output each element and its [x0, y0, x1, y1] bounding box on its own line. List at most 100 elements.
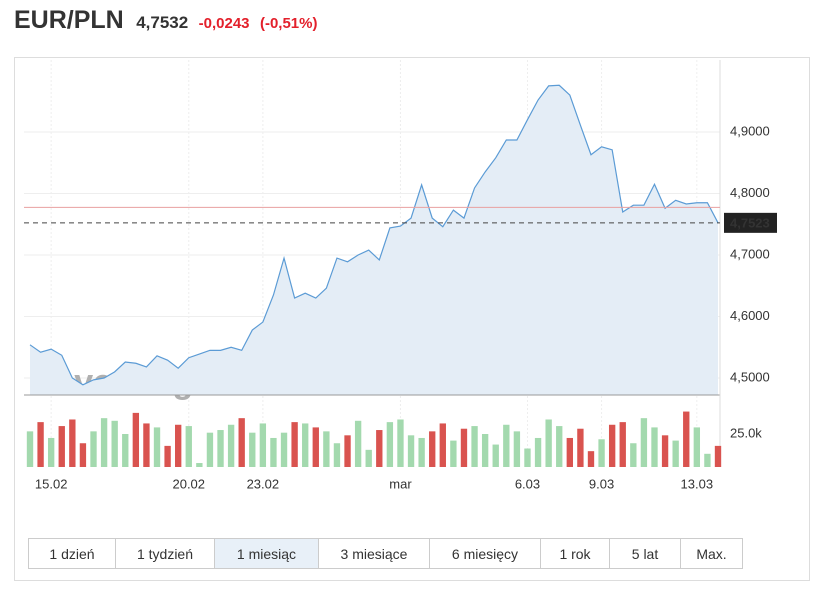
volume-bar [661, 435, 669, 467]
y2-tick-label: 25.0k [730, 425, 762, 440]
price-line [29, 84, 719, 386]
last-price-box [724, 212, 777, 233]
volume-bar [90, 431, 97, 467]
volume-bar [333, 443, 341, 467]
volume-bar [354, 420, 362, 467]
volume-bar [407, 435, 415, 467]
volume-bar [439, 423, 446, 467]
range-button[interactable]: 1 miesiąc [215, 539, 319, 568]
volume-bar [704, 453, 711, 467]
volume-bar [143, 423, 150, 467]
x-tick-label: 9.03 [589, 476, 614, 491]
volume-bar [556, 426, 563, 467]
volume-bar [429, 431, 436, 467]
volume-bar [397, 419, 404, 467]
volume-bar [619, 422, 626, 467]
volume-bar [418, 437, 425, 467]
y-tick-label: 4,9000 [730, 123, 770, 138]
change-percent: (-0,51%) [259, 15, 318, 32]
volume-bar [524, 448, 531, 467]
volume-bar [164, 445, 171, 467]
volume-bar [460, 428, 468, 467]
volume-bar [69, 419, 76, 467]
y-tick-label: 4,7000 [730, 246, 770, 261]
volume-bar [206, 432, 214, 467]
y-tick-label: 4,5000 [730, 369, 770, 384]
range-button[interactable]: 1 rok [541, 539, 610, 568]
volume-bar [153, 427, 161, 467]
range-button[interactable]: 3 miesiące [319, 539, 430, 568]
x-tick-label: 13.03 [681, 476, 714, 491]
range-button[interactable]: Max. [681, 539, 742, 568]
volume-bar [598, 439, 605, 467]
volume-bar [47, 437, 55, 467]
volume-bar [238, 418, 245, 467]
x-tick-label: 6.03 [515, 476, 540, 491]
volume-bar [175, 424, 182, 467]
volume-bar [111, 420, 118, 467]
volume-bar [122, 434, 129, 467]
volume-bar [386, 422, 394, 467]
volume-bar [587, 451, 595, 467]
volume-bar [365, 449, 372, 467]
volume-bar [683, 411, 690, 467]
volume-bar [37, 422, 44, 467]
volume-bar [249, 432, 256, 467]
x-tick-label: 15.02 [35, 476, 68, 491]
volume-bar [132, 412, 140, 467]
price: 4,7532 [136, 13, 189, 32]
volume-bar [376, 430, 383, 467]
range-button[interactable]: 1 tydzień [116, 539, 215, 568]
volume-bar [714, 445, 722, 467]
range-button[interactable]: 6 miesięcy [430, 539, 541, 568]
volume-bar [217, 430, 224, 467]
volume-bar [344, 435, 351, 467]
change: -0,0243 [198, 15, 250, 32]
x-tick-label: 23.02 [247, 476, 280, 491]
volume-bar [196, 463, 203, 467]
volume-bar [503, 424, 510, 467]
volume-bar [481, 434, 489, 467]
volume-bar [323, 431, 330, 467]
volume-bar [651, 427, 658, 467]
range-button[interactable]: 1 dzień [29, 539, 116, 568]
volume-bar [534, 437, 542, 467]
volume-bar [100, 418, 108, 467]
volume-bar [450, 440, 457, 467]
x-tick-label: 20.02 [172, 476, 205, 491]
volume-bar [566, 437, 573, 467]
volume-bar [492, 444, 499, 467]
volume-bar [291, 422, 298, 467]
volume-bar [608, 424, 616, 467]
symbol: EUR/PLN [14, 6, 124, 34]
area [30, 85, 718, 395]
volume-bar [630, 443, 637, 467]
volume-bar [259, 423, 267, 467]
header: EUR/PLN 4,7532 -0,0243 (-0,51%) [14, 6, 318, 35]
volume-bar [302, 423, 309, 467]
last-price-label: 4,7523 [730, 215, 770, 230]
range-button[interactable]: 5 lat [610, 539, 681, 568]
chart-box [14, 57, 810, 581]
range-buttons: 1 dzień 1 tydzień 1 miesiąc 3 miesiące 6 mie… [28, 538, 743, 569]
volume-bar [693, 427, 701, 467]
volume-bar [640, 418, 648, 467]
volume-bar [185, 426, 192, 467]
volume-bar [58, 426, 65, 467]
volume-bar [471, 426, 478, 467]
y-tick-label: 4,8000 [730, 185, 770, 200]
x-tick-label: mar [389, 476, 412, 491]
volume-bar [280, 432, 288, 467]
volume-bar [312, 427, 319, 467]
volume-bar [513, 431, 521, 467]
volume-bar [270, 437, 277, 467]
volume-bar [577, 428, 584, 467]
volume-bar [672, 440, 679, 467]
y-tick-label: 4,6000 [730, 308, 770, 323]
volume-bar [545, 419, 552, 467]
volume-bar [227, 424, 235, 467]
volume-bar [79, 443, 87, 467]
volume-bar [26, 431, 34, 467]
